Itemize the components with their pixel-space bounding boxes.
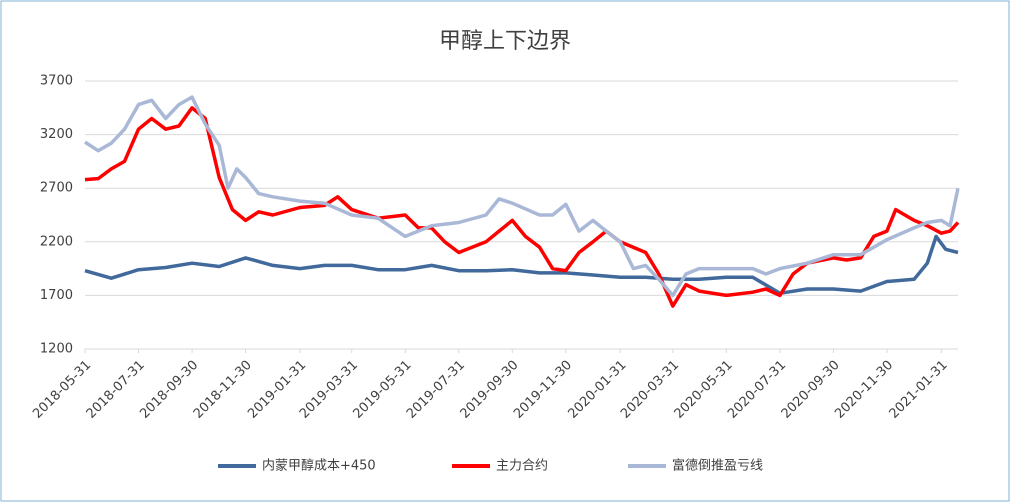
legend-label: 主力合约: [496, 459, 548, 474]
series-line: [84, 95, 960, 298]
y-tick-label: 1200: [40, 342, 73, 357]
legend-label: 富德倒推盈亏线: [672, 458, 763, 474]
series-line: [84, 234, 959, 296]
y-tick-label: 1700: [40, 288, 73, 303]
y-tick-label: 3200: [40, 127, 73, 142]
series-line: [84, 106, 960, 308]
legend-label: 内蒙甲醇成本+450: [262, 458, 376, 474]
y-tick-label: 2200: [40, 234, 73, 249]
chart-title: 甲醇上下边界: [439, 29, 571, 54]
y-tick-label: 3700: [40, 74, 73, 89]
y-tick-label: 2700: [40, 181, 73, 196]
